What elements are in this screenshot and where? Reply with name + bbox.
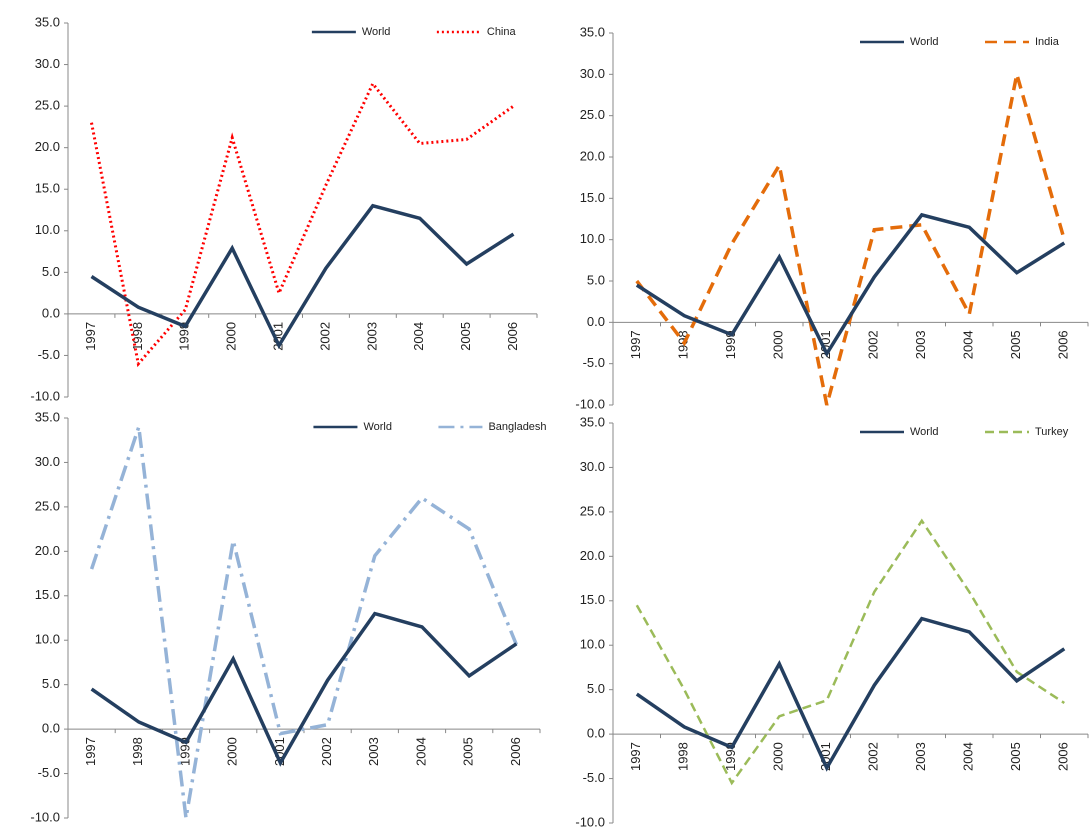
series-line <box>89 426 519 819</box>
x-tick-label: 2004 <box>411 322 426 351</box>
y-tick-label: 25.0 <box>580 503 605 518</box>
x-tick-label: 2004 <box>413 737 428 766</box>
legend-label: World <box>362 26 391 38</box>
y-tick-label: 25.0 <box>35 98 60 113</box>
x-tick-label: 2006 <box>508 737 523 766</box>
y-tick-label: 35.0 <box>35 14 60 29</box>
series-line <box>635 212 1066 358</box>
y-tick-label: -10.0 <box>575 814 605 827</box>
x-tick-label: 1997 <box>83 737 98 766</box>
series-line <box>635 616 1066 772</box>
legend-label: Turkey <box>1035 426 1069 438</box>
x-tick-label: 1999 <box>723 330 738 359</box>
x-tick-label: 1999 <box>177 737 192 766</box>
x-tick-label: 2000 <box>225 737 240 766</box>
x-tick-label: 1997 <box>628 742 643 771</box>
x-tick-label: 2003 <box>366 737 381 766</box>
series-line <box>90 611 518 767</box>
y-tick-label: 10.0 <box>35 222 60 237</box>
y-tick-label: -5.0 <box>38 347 60 362</box>
y-tick-label: 0.0 <box>42 721 60 736</box>
y-tick-label: 10.0 <box>35 632 60 647</box>
legend-label: World <box>910 36 939 48</box>
series-line <box>635 518 1065 786</box>
x-tick-label: 2002 <box>866 742 881 771</box>
legend-label: World <box>910 426 939 438</box>
y-tick-label: 10.0 <box>580 231 605 246</box>
x-tick-label: 2004 <box>961 330 976 359</box>
y-tick-label: 35.0 <box>580 24 605 39</box>
y-tick-label: 0.0 <box>587 314 605 329</box>
y-tick-label: 15.0 <box>35 587 60 602</box>
y-tick-label: 30.0 <box>35 454 60 469</box>
x-tick-label: 2006 <box>1056 742 1071 771</box>
x-tick-label: 2003 <box>364 322 379 351</box>
y-tick-label: 20.0 <box>580 148 605 163</box>
y-tick-label: -10.0 <box>575 396 605 411</box>
x-tick-label: 2005 <box>1008 742 1023 771</box>
panel: -10.0 -5.0 0.0 5.0 10.0 15.0 20.0 25.0 30.0 35.0 1… <box>30 409 546 824</box>
y-tick-label: 20.0 <box>580 548 605 563</box>
x-tick-label: 1999 <box>177 322 192 351</box>
x-tick-label: 2000 <box>771 742 786 771</box>
y-tick-label: 15.0 <box>580 592 605 607</box>
series-line <box>635 73 1066 406</box>
x-tick-label: 2003 <box>913 742 928 771</box>
x-tick-label: 1999 <box>723 742 738 771</box>
x-tick-label: 2003 <box>913 330 928 359</box>
x-tick-label: 2005 <box>461 737 476 766</box>
x-tick-label: 2005 <box>1008 330 1023 359</box>
y-tick-label: 10.0 <box>580 637 605 652</box>
y-tick-label: -5.0 <box>38 765 60 780</box>
x-tick-label: 1998 <box>130 737 145 766</box>
x-tick-label: 2006 <box>1056 330 1071 359</box>
y-tick-label: 0.0 <box>42 305 60 320</box>
legend-label: Bangladesh <box>488 421 546 433</box>
x-tick-label: 2002 <box>866 330 881 359</box>
x-tick-label: 1997 <box>83 322 98 351</box>
x-tick-label: 2000 <box>224 322 239 351</box>
legend-label: World <box>363 421 392 433</box>
x-tick-label: 1997 <box>628 330 643 359</box>
y-tick-label: -5.0 <box>583 355 605 370</box>
y-tick-label: 30.0 <box>580 66 605 81</box>
panel: -10.0 -5.0 0.0 5.0 10.0 15.0 20.0 25.0 30.0 35.0 1… <box>575 414 1089 827</box>
series-line <box>90 80 515 368</box>
y-tick-label: -10.0 <box>30 388 60 403</box>
y-tick-label: 5.0 <box>587 681 605 696</box>
legend-label: India <box>1035 36 1060 48</box>
y-tick-label: 20.0 <box>35 139 60 154</box>
y-tick-label: 20.0 <box>35 543 60 558</box>
y-tick-label: 35.0 <box>580 414 605 429</box>
y-tick-label: 25.0 <box>580 107 605 122</box>
y-tick-label: 5.0 <box>42 676 60 691</box>
panel: -10.0 -5.0 0.0 5.0 10.0 15.0 20.0 25.0 30.0 35.0 1… <box>30 14 538 403</box>
series-line <box>90 203 515 350</box>
x-tick-label: 2006 <box>505 322 520 351</box>
y-tick-label: 5.0 <box>42 264 60 279</box>
y-tick-label: 15.0 <box>35 181 60 196</box>
x-tick-label: 1998 <box>130 322 145 351</box>
x-tick-label: 2002 <box>317 322 332 351</box>
y-tick-label: -5.0 <box>583 770 605 785</box>
y-tick-label: 25.0 <box>35 498 60 513</box>
legend-label: China <box>487 26 517 38</box>
y-tick-label: 35.0 <box>35 409 60 424</box>
x-tick-label: 2002 <box>319 737 334 766</box>
y-tick-label: 5.0 <box>587 272 605 287</box>
y-tick-label: 0.0 <box>587 726 605 741</box>
y-tick-label: 15.0 <box>580 190 605 205</box>
y-tick-label: 30.0 <box>35 56 60 71</box>
x-tick-label: 2004 <box>961 742 976 771</box>
x-tick-label: 1998 <box>676 742 691 771</box>
x-tick-label: 2005 <box>458 322 473 351</box>
y-tick-label: 30.0 <box>580 459 605 474</box>
panel: -10.0 -5.0 0.0 5.0 10.0 15.0 20.0 25.0 30.0 35.0 1… <box>575 24 1089 411</box>
x-tick-label: 2000 <box>771 330 786 359</box>
y-tick-label: -10.0 <box>30 809 60 824</box>
